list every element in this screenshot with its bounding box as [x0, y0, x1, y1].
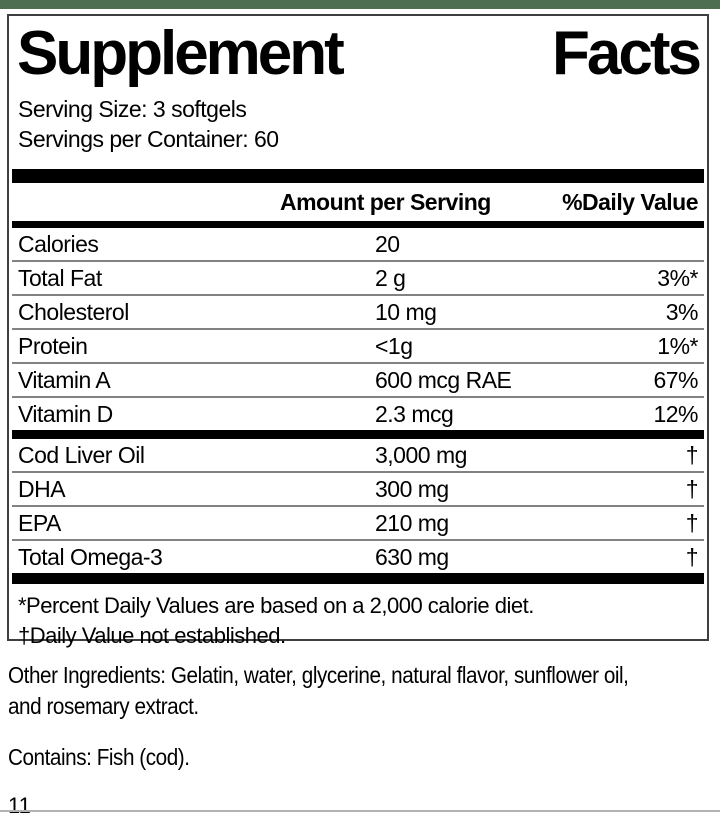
nutrient-daily-value: 1%*: [657, 332, 698, 359]
other-ingredients: Other Ingredients: Gelatin, water, glyce…: [8, 660, 720, 722]
nutrient-amount: 20: [375, 230, 400, 257]
nutrient-name: Vitamin A: [18, 366, 111, 393]
nutrient-amount: 2.3 mcg: [375, 400, 454, 427]
nutrient-amount: 600 mcg RAE: [375, 366, 512, 393]
row-divider: [12, 294, 704, 296]
column-header-daily-value: %Daily Value: [562, 188, 698, 215]
table-header-row: Amount per Serving %Daily Value: [9, 183, 707, 221]
nutrient-amount: 2 g: [375, 264, 406, 291]
nutrient-amount: 3,000 mg: [375, 441, 467, 468]
row-divider: [12, 362, 704, 364]
serving-info: Serving Size: 3 softgels Servings per Co…: [9, 88, 707, 154]
row-divider: [12, 396, 704, 398]
nutrient-amount: 210 mg: [375, 509, 449, 536]
table-row: DHA 300 mg †: [9, 473, 707, 505]
nutrient-daily-value: 67%: [653, 366, 698, 393]
nutrient-name: EPA: [18, 509, 61, 536]
nutrient-name: Protein: [18, 332, 88, 359]
nutrient-name: Vitamin D: [18, 400, 113, 427]
nutrient-amount: 630 mg: [375, 543, 449, 570]
contains-statement: Contains: Fish (cod).: [8, 744, 720, 771]
row-divider: [12, 539, 704, 541]
title-word-supplement: Supplement: [17, 19, 345, 88]
nutrient-daily-value: †: [685, 475, 699, 502]
header-separator: [12, 221, 704, 228]
footnote-dagger: †Daily Value not established.: [18, 623, 286, 648]
nutrient-daily-value: 3%: [665, 298, 699, 325]
nutrient-daily-value: 12%: [653, 400, 698, 427]
row-divider: [12, 328, 704, 330]
title-word-facts: Facts: [552, 19, 702, 88]
footnote-daily-values: *Percent Daily Values are based on a 2,0…: [18, 593, 534, 618]
serving-size: Serving Size: 3 softgels: [18, 96, 247, 122]
top-accent-bar: [0, 0, 720, 9]
servings-per-container: Servings per Container: 60: [18, 126, 279, 152]
other-ingredients-line2: and rosemary extract.: [8, 693, 199, 719]
row-divider: [12, 260, 704, 262]
below-panel-text: Other Ingredients: Gelatin, water, glyce…: [8, 660, 720, 819]
table-row: Cod Liver Oil 3,000 mg †: [9, 439, 707, 471]
nutrient-name: Cod Liver Oil: [18, 441, 145, 468]
contains-text: Contains: Fish (cod).: [8, 744, 190, 770]
nutrient-daily-value: †: [685, 509, 699, 536]
nutrient-name: Total Omega-3: [18, 543, 163, 570]
table-row: Total Omega-3 630 mg †: [9, 541, 707, 573]
table-row: Calories 20: [9, 228, 707, 260]
nutrient-name: Cholesterol: [18, 298, 129, 325]
footnote-separator: [12, 573, 704, 584]
table-row: Cholesterol 10 mg 3%: [9, 296, 707, 328]
nutrient-daily-value: 3%*: [657, 264, 698, 291]
nutrient-amount: <1g: [375, 332, 413, 359]
row-divider: [12, 471, 704, 473]
table-row: Vitamin D 2.3 mcg 12%: [9, 398, 707, 430]
nutrient-daily-value: †: [685, 543, 699, 570]
section-separator: [12, 430, 704, 439]
page-number: 11: [8, 793, 31, 818]
footnotes: *Percent Daily Values are based on a 2,0…: [9, 584, 707, 651]
nutrient-daily-value: †: [685, 441, 699, 468]
nutrient-name: DHA: [18, 475, 66, 502]
table-row: Total Fat 2 g 3%*: [9, 262, 707, 294]
column-header-amount: Amount per Serving: [280, 188, 491, 215]
supplement-facts-panel: Supplement Facts Serving Size: 3 softgel…: [7, 14, 709, 648]
row-divider: [12, 505, 704, 507]
other-ingredients-line1: Other Ingredients: Gelatin, water, glyce…: [8, 662, 629, 688]
nutrient-name: Total Fat: [18, 264, 102, 291]
table-row: EPA 210 mg †: [9, 507, 707, 539]
nutrient-amount: 300 mg: [375, 475, 449, 502]
panel-title: Supplement Facts: [9, 16, 707, 88]
nutrient-name: Calories: [18, 230, 99, 257]
bottom-divider-line: [0, 810, 720, 812]
table-row: Protein <1g 1%*: [9, 330, 707, 362]
nutrient-amount: 10 mg: [375, 298, 437, 325]
thick-separator-top: [12, 169, 704, 183]
table-row: Vitamin A 600 mcg RAE 67%: [9, 364, 707, 396]
